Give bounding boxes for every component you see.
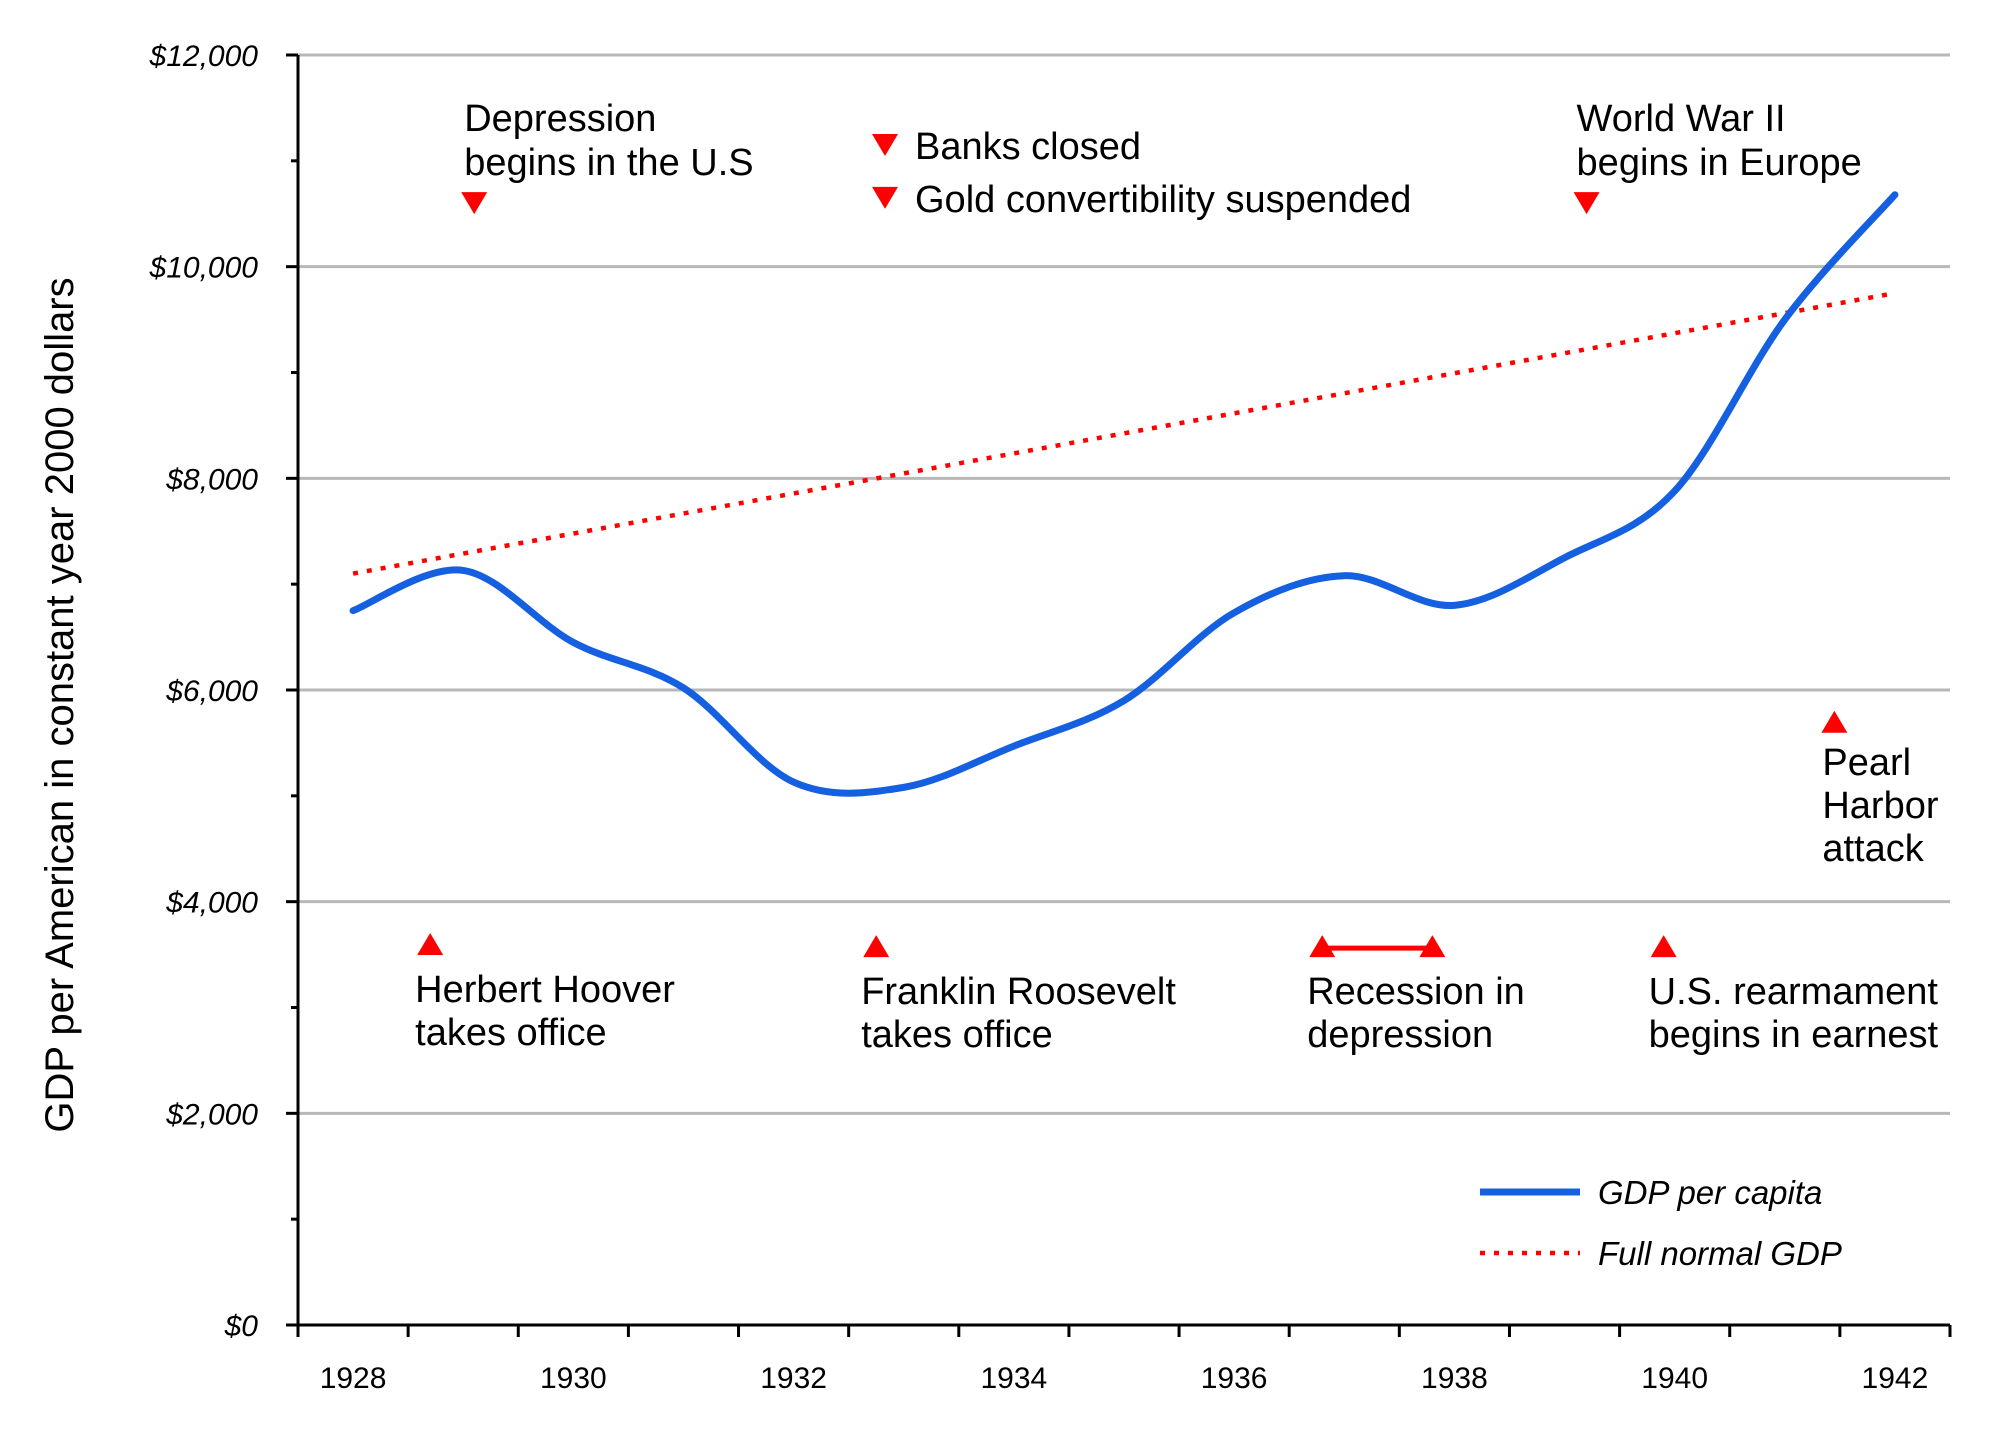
annotation-label: Gold convertibility suspended bbox=[915, 179, 1411, 221]
event-marker bbox=[863, 935, 890, 958]
event-annotations: Depression begins in the U.S Banks closed G… bbox=[415, 98, 1939, 1056]
legend-label-gdp: GDP per capita bbox=[1598, 1174, 1822, 1211]
series-gdp-per-capita bbox=[349, 191, 1899, 797]
annotation-label: U.S. rearmament begins in earnest bbox=[1649, 971, 1939, 1056]
y-tick-label: $10,000 bbox=[149, 252, 259, 285]
y-axis-ticks: $0 $2,000 $4,000 $6,000 $8,000 $10,000 $12,000 bbox=[149, 40, 298, 1343]
event-marker bbox=[872, 133, 899, 156]
y-tick-label: $6,000 bbox=[165, 675, 258, 708]
annotation-label: World War II begins in Europe bbox=[1577, 98, 1862, 184]
event-marker bbox=[1419, 935, 1446, 958]
y-axis-label: GDP per American in constant year 2000 d… bbox=[38, 277, 82, 1132]
x-tick-label: 1940 bbox=[1641, 1362, 1708, 1395]
series-lines bbox=[349, 191, 1899, 797]
event-marker bbox=[417, 933, 444, 955]
annotation-label: Franklin Roosevelt takes office bbox=[861, 971, 1176, 1056]
event-marker bbox=[872, 186, 899, 209]
event-marker bbox=[1573, 192, 1600, 215]
event-marker bbox=[1650, 935, 1677, 958]
annotation-label: Depression begins in the U.S bbox=[464, 98, 753, 184]
annotation-label: Recession in depression bbox=[1307, 971, 1525, 1056]
grid-lines bbox=[298, 53, 1950, 1115]
y-tick-label: $12,000 bbox=[149, 40, 259, 73]
x-tick-label: 1928 bbox=[320, 1362, 387, 1395]
legend: GDP per capita Full normal GDP bbox=[1480, 1174, 1842, 1272]
event-marker bbox=[1821, 710, 1848, 733]
x-tick-label: 1934 bbox=[980, 1362, 1047, 1395]
y-tick-label: $0 bbox=[224, 1310, 259, 1343]
y-tick-label: $4,000 bbox=[165, 887, 258, 920]
x-tick-label: 1932 bbox=[760, 1362, 827, 1395]
series-full-normal-gdp bbox=[352, 290, 1896, 576]
y-tick-label: $8,000 bbox=[165, 463, 258, 496]
y-tick-label: $2,000 bbox=[165, 1098, 258, 1131]
x-tick-label: 1938 bbox=[1421, 1362, 1488, 1395]
x-tick-label: 1930 bbox=[540, 1362, 607, 1395]
x-axis-ticks: 1928 1930 1932 1934 1936 1938 1940 1942 bbox=[296, 1325, 1952, 1395]
legend-label-normal: Full normal GDP bbox=[1598, 1235, 1842, 1272]
annotation-label: Herbert Hoover takes office bbox=[415, 969, 675, 1054]
event-marker bbox=[461, 192, 488, 215]
annotation-label: Banks closed bbox=[915, 126, 1141, 168]
event-marker bbox=[1309, 935, 1336, 958]
x-tick-label: 1942 bbox=[1862, 1362, 1929, 1395]
annotation-label: Pearl Harbor attack bbox=[1822, 742, 1938, 870]
x-tick-label: 1936 bbox=[1201, 1362, 1268, 1395]
